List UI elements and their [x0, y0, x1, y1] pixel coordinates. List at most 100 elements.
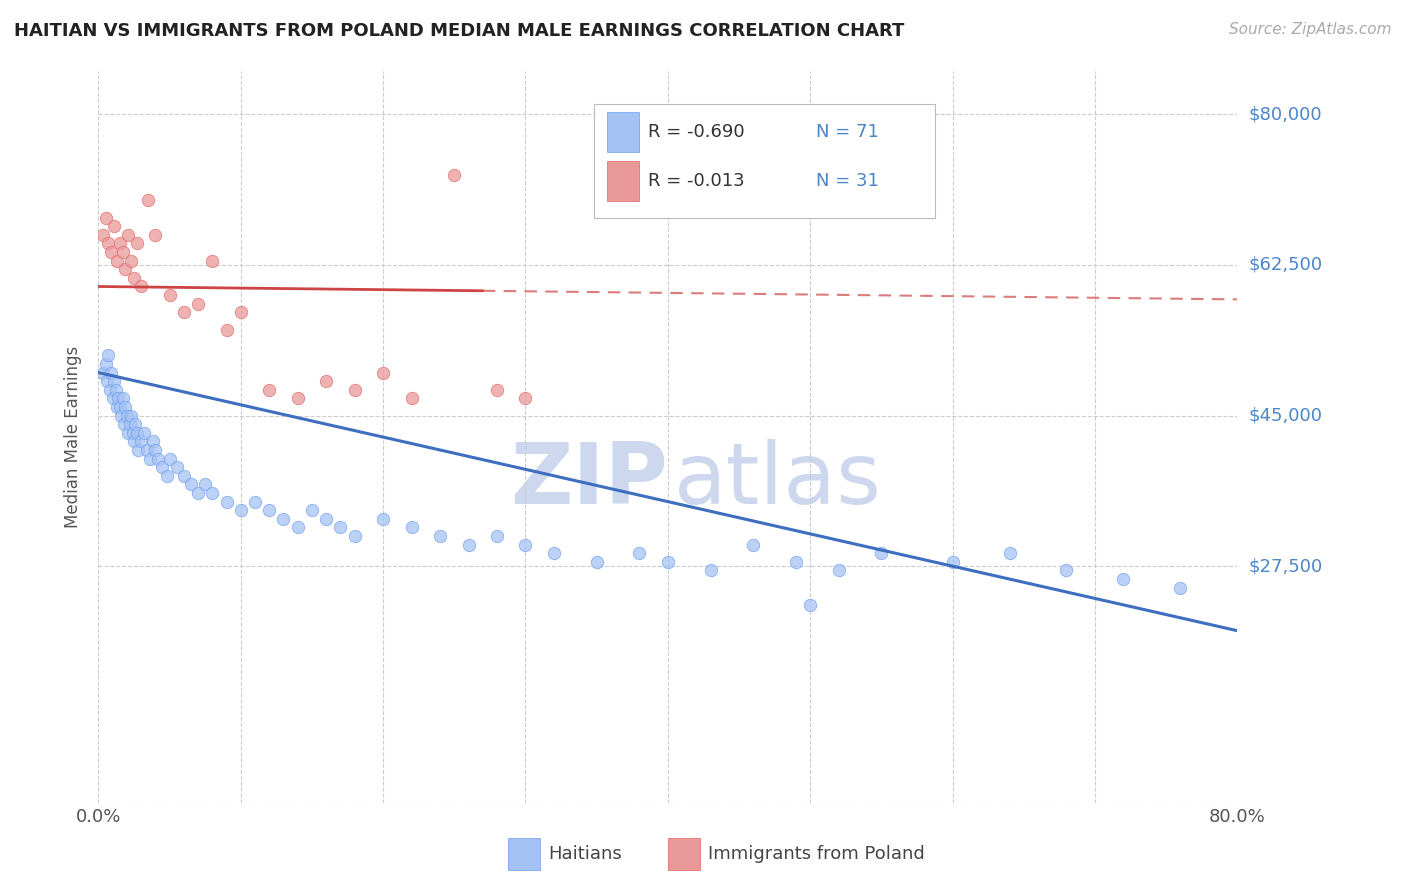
- Point: [215, 322, 238, 336]
- Point: [229, 503, 252, 517]
- Point: [105, 253, 128, 268]
- Point: [91, 366, 114, 380]
- Point: [215, 494, 238, 508]
- Point: [373, 512, 395, 526]
- Point: [107, 392, 129, 406]
- Text: $80,000: $80,000: [1249, 105, 1322, 123]
- Point: [110, 409, 132, 423]
- Point: [401, 520, 423, 534]
- Text: Haitians: Haitians: [548, 845, 621, 863]
- Point: [443, 168, 465, 182]
- Point: [120, 409, 142, 423]
- Point: [585, 555, 607, 569]
- Point: [201, 253, 224, 268]
- Point: [104, 383, 127, 397]
- Point: [373, 366, 395, 380]
- Point: [97, 236, 120, 251]
- Point: [742, 538, 765, 552]
- Point: [1056, 564, 1078, 578]
- Point: [315, 512, 337, 526]
- Text: HAITIAN VS IMMIGRANTS FROM POLAND MEDIAN MALE EARNINGS CORRELATION CHART: HAITIAN VS IMMIGRANTS FROM POLAND MEDIAN…: [14, 22, 904, 40]
- Point: [91, 227, 114, 242]
- Point: [122, 434, 145, 449]
- Point: [259, 503, 281, 517]
- Point: [166, 460, 188, 475]
- Point: [135, 442, 157, 457]
- Point: [94, 211, 117, 225]
- Text: $27,500: $27,500: [1249, 558, 1323, 575]
- Point: [329, 520, 352, 534]
- Bar: [607, 112, 640, 153]
- Point: [187, 486, 209, 500]
- Point: [138, 451, 160, 466]
- Point: [100, 245, 122, 260]
- Text: N = 31: N = 31: [815, 172, 879, 190]
- Point: [194, 477, 217, 491]
- Point: [159, 451, 181, 466]
- Point: [111, 245, 134, 260]
- Point: [121, 425, 143, 440]
- Text: Immigrants from Poland: Immigrants from Poland: [707, 845, 925, 863]
- Point: [201, 486, 224, 500]
- Point: [122, 271, 145, 285]
- Point: [287, 520, 309, 534]
- Point: [543, 546, 565, 560]
- Point: [401, 392, 423, 406]
- Point: [229, 305, 252, 319]
- Point: [259, 383, 281, 397]
- Bar: [668, 838, 700, 870]
- Point: [1170, 581, 1192, 595]
- Text: Source: ZipAtlas.com: Source: ZipAtlas.com: [1229, 22, 1392, 37]
- Point: [998, 546, 1021, 560]
- Point: [132, 425, 155, 440]
- Point: [94, 357, 117, 371]
- Point: [180, 477, 202, 491]
- Point: [111, 392, 134, 406]
- Point: [108, 400, 131, 414]
- Point: [457, 538, 479, 552]
- Point: [103, 219, 125, 234]
- Text: ZIP: ZIP: [510, 440, 668, 523]
- Point: [486, 383, 509, 397]
- Bar: [509, 838, 540, 870]
- Y-axis label: Median Male Earnings: Median Male Earnings: [65, 346, 83, 528]
- Point: [343, 383, 366, 397]
- Point: [125, 236, 148, 251]
- Point: [273, 512, 295, 526]
- Text: $62,500: $62,500: [1249, 256, 1323, 274]
- Point: [1112, 572, 1135, 586]
- Point: [120, 253, 142, 268]
- Text: R = -0.690: R = -0.690: [648, 123, 745, 141]
- Point: [785, 555, 807, 569]
- Text: $45,000: $45,000: [1249, 407, 1323, 425]
- Point: [152, 460, 174, 475]
- Point: [115, 409, 138, 423]
- Bar: [607, 161, 640, 202]
- Text: R = -0.013: R = -0.013: [648, 172, 745, 190]
- Point: [159, 288, 181, 302]
- Point: [112, 417, 135, 432]
- Point: [343, 529, 366, 543]
- Point: [118, 417, 141, 432]
- Point: [156, 468, 179, 483]
- Point: [173, 305, 195, 319]
- Point: [129, 434, 152, 449]
- Point: [145, 442, 167, 457]
- FancyBboxPatch shape: [593, 104, 935, 218]
- Point: [315, 374, 337, 388]
- Point: [100, 366, 122, 380]
- Point: [942, 555, 965, 569]
- Point: [657, 555, 679, 569]
- Point: [429, 529, 451, 543]
- Point: [699, 564, 721, 578]
- Point: [243, 494, 266, 508]
- Point: [108, 236, 131, 251]
- Point: [486, 529, 509, 543]
- Point: [96, 374, 118, 388]
- Point: [125, 425, 148, 440]
- Point: [145, 227, 167, 242]
- Point: [301, 503, 323, 517]
- Point: [98, 383, 121, 397]
- Point: [515, 538, 537, 552]
- Point: [105, 400, 128, 414]
